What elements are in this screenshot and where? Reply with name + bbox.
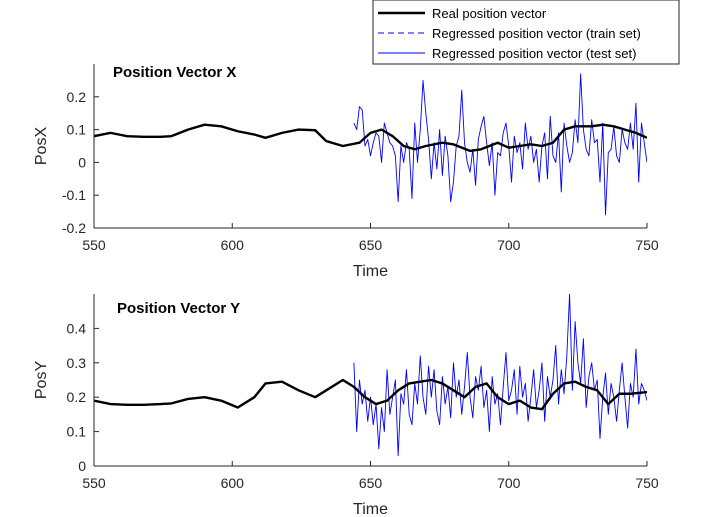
y-axis-label-posy: PosY bbox=[33, 361, 50, 400]
y-tick-label: 0.1 bbox=[67, 122, 87, 138]
y-tick-label: -0.2 bbox=[62, 220, 86, 236]
y-axis-label-posx: PosX bbox=[33, 127, 50, 166]
x-tick-label: 700 bbox=[497, 237, 521, 253]
x-tick-label: 600 bbox=[221, 237, 245, 253]
x-tick-label: 600 bbox=[221, 475, 245, 491]
plot-posy: 550 600 650 700 750 0 0.1 0.2 0.3 0.4 Position Ve… bbox=[33, 294, 659, 517]
series-group-posx bbox=[94, 73, 647, 216]
plot-title-posx: Position Vector X bbox=[113, 64, 236, 81]
ticks-group-posy: 550 600 650 700 750 0 0.1 0.2 0.3 0.4 bbox=[67, 320, 659, 491]
axes-box-posy bbox=[94, 294, 647, 466]
legend-label-test: Regressed position vector (test set) bbox=[432, 46, 636, 61]
legend-label-train: Regressed position vector (train set) bbox=[432, 26, 641, 41]
x-axis-label-posy: Time bbox=[353, 501, 388, 517]
x-axis-label-posx: Time bbox=[353, 263, 388, 280]
x-tick-label: 550 bbox=[82, 475, 106, 491]
x-tick-label: 550 bbox=[82, 237, 106, 253]
series-group-posy bbox=[94, 294, 647, 457]
y-tick-label: 0.2 bbox=[67, 89, 87, 105]
x-tick-label: 700 bbox=[497, 475, 521, 491]
y-tick-label: 0.4 bbox=[67, 320, 87, 336]
axes-box-posx bbox=[94, 64, 647, 228]
x-tick-label: 650 bbox=[359, 237, 383, 253]
plot-posx: 550 600 650 700 750 -0.2 -0.1 0 0.1 0.2 Position … bbox=[33, 64, 659, 280]
legend: Real position vector Regressed position … bbox=[372, 0, 680, 65]
series-regressed-position-vector-test-set-posx bbox=[353, 73, 647, 216]
ticks-group-posx: 550 600 650 700 750 -0.2 -0.1 0 0.1 0.2 bbox=[62, 89, 659, 253]
x-tick-label: 750 bbox=[635, 237, 659, 253]
series-regressed-position-vector-test-set-posy bbox=[353, 294, 647, 457]
y-tick-label: 0 bbox=[78, 154, 86, 170]
x-tick-label: 750 bbox=[635, 475, 659, 491]
legend-label-real: Real position vector bbox=[432, 6, 547, 21]
series-real-position-vector-posx bbox=[94, 123, 647, 153]
y-tick-label: 0.3 bbox=[67, 355, 87, 371]
series-real-position-vector-posy bbox=[94, 378, 647, 411]
x-tick-label: 650 bbox=[359, 475, 383, 491]
y-tick-label: 0 bbox=[78, 458, 86, 474]
y-tick-label: -0.1 bbox=[62, 187, 86, 203]
y-tick-label: 0.2 bbox=[67, 389, 87, 405]
plot-title-posy: Position Vector Y bbox=[117, 300, 240, 317]
y-tick-label: 0.1 bbox=[67, 424, 87, 440]
